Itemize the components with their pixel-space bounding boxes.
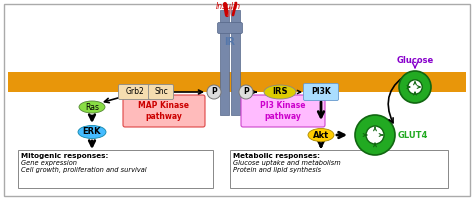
FancyBboxPatch shape (218, 22, 243, 33)
FancyBboxPatch shape (123, 95, 205, 127)
Text: Metabolic responses:: Metabolic responses: (233, 153, 320, 159)
Ellipse shape (79, 101, 105, 113)
Text: GLUT4: GLUT4 (398, 130, 428, 140)
Text: PI3 Kinase
pathway: PI3 Kinase pathway (260, 101, 306, 121)
Text: Protein and lipid synthesis: Protein and lipid synthesis (233, 167, 321, 173)
Ellipse shape (78, 126, 106, 138)
Circle shape (408, 80, 422, 94)
Text: Cell growth, proliferation and survival: Cell growth, proliferation and survival (21, 167, 146, 173)
Text: ERK: ERK (83, 128, 101, 136)
Bar (231, 10, 240, 115)
Text: P: P (211, 88, 217, 97)
Text: IR: IR (225, 37, 236, 47)
Circle shape (366, 126, 384, 144)
Text: PI3K: PI3K (311, 88, 331, 97)
FancyBboxPatch shape (118, 84, 152, 99)
Bar (8, 72, 466, 82)
Text: Mitogenic responses:: Mitogenic responses: (21, 153, 109, 159)
Ellipse shape (308, 129, 334, 142)
Bar (8, 82, 466, 92)
FancyBboxPatch shape (148, 84, 173, 99)
FancyBboxPatch shape (4, 4, 470, 196)
Text: Shc: Shc (154, 88, 168, 97)
Text: Ras: Ras (85, 102, 99, 112)
Circle shape (355, 115, 395, 155)
Bar (8, 72, 466, 92)
Text: P: P (243, 88, 249, 97)
Text: Grb2: Grb2 (126, 88, 145, 97)
Text: Akt: Akt (313, 130, 329, 140)
Text: Insulin: Insulin (216, 2, 241, 11)
Bar (18, 150, 213, 188)
Bar (230, 150, 448, 188)
FancyBboxPatch shape (241, 95, 325, 127)
Text: Gene expression: Gene expression (21, 160, 77, 166)
Bar (220, 10, 229, 115)
Text: Glucose uptake and metabolism: Glucose uptake and metabolism (233, 160, 341, 166)
Text: IRS: IRS (272, 88, 288, 97)
Circle shape (399, 71, 431, 103)
Bar (8, 72, 466, 92)
Text: MAP Kinase
pathway: MAP Kinase pathway (138, 101, 190, 121)
Circle shape (207, 85, 221, 99)
Ellipse shape (264, 85, 296, 99)
Circle shape (239, 85, 253, 99)
FancyBboxPatch shape (303, 84, 338, 100)
Text: Glucose: Glucose (396, 56, 434, 65)
